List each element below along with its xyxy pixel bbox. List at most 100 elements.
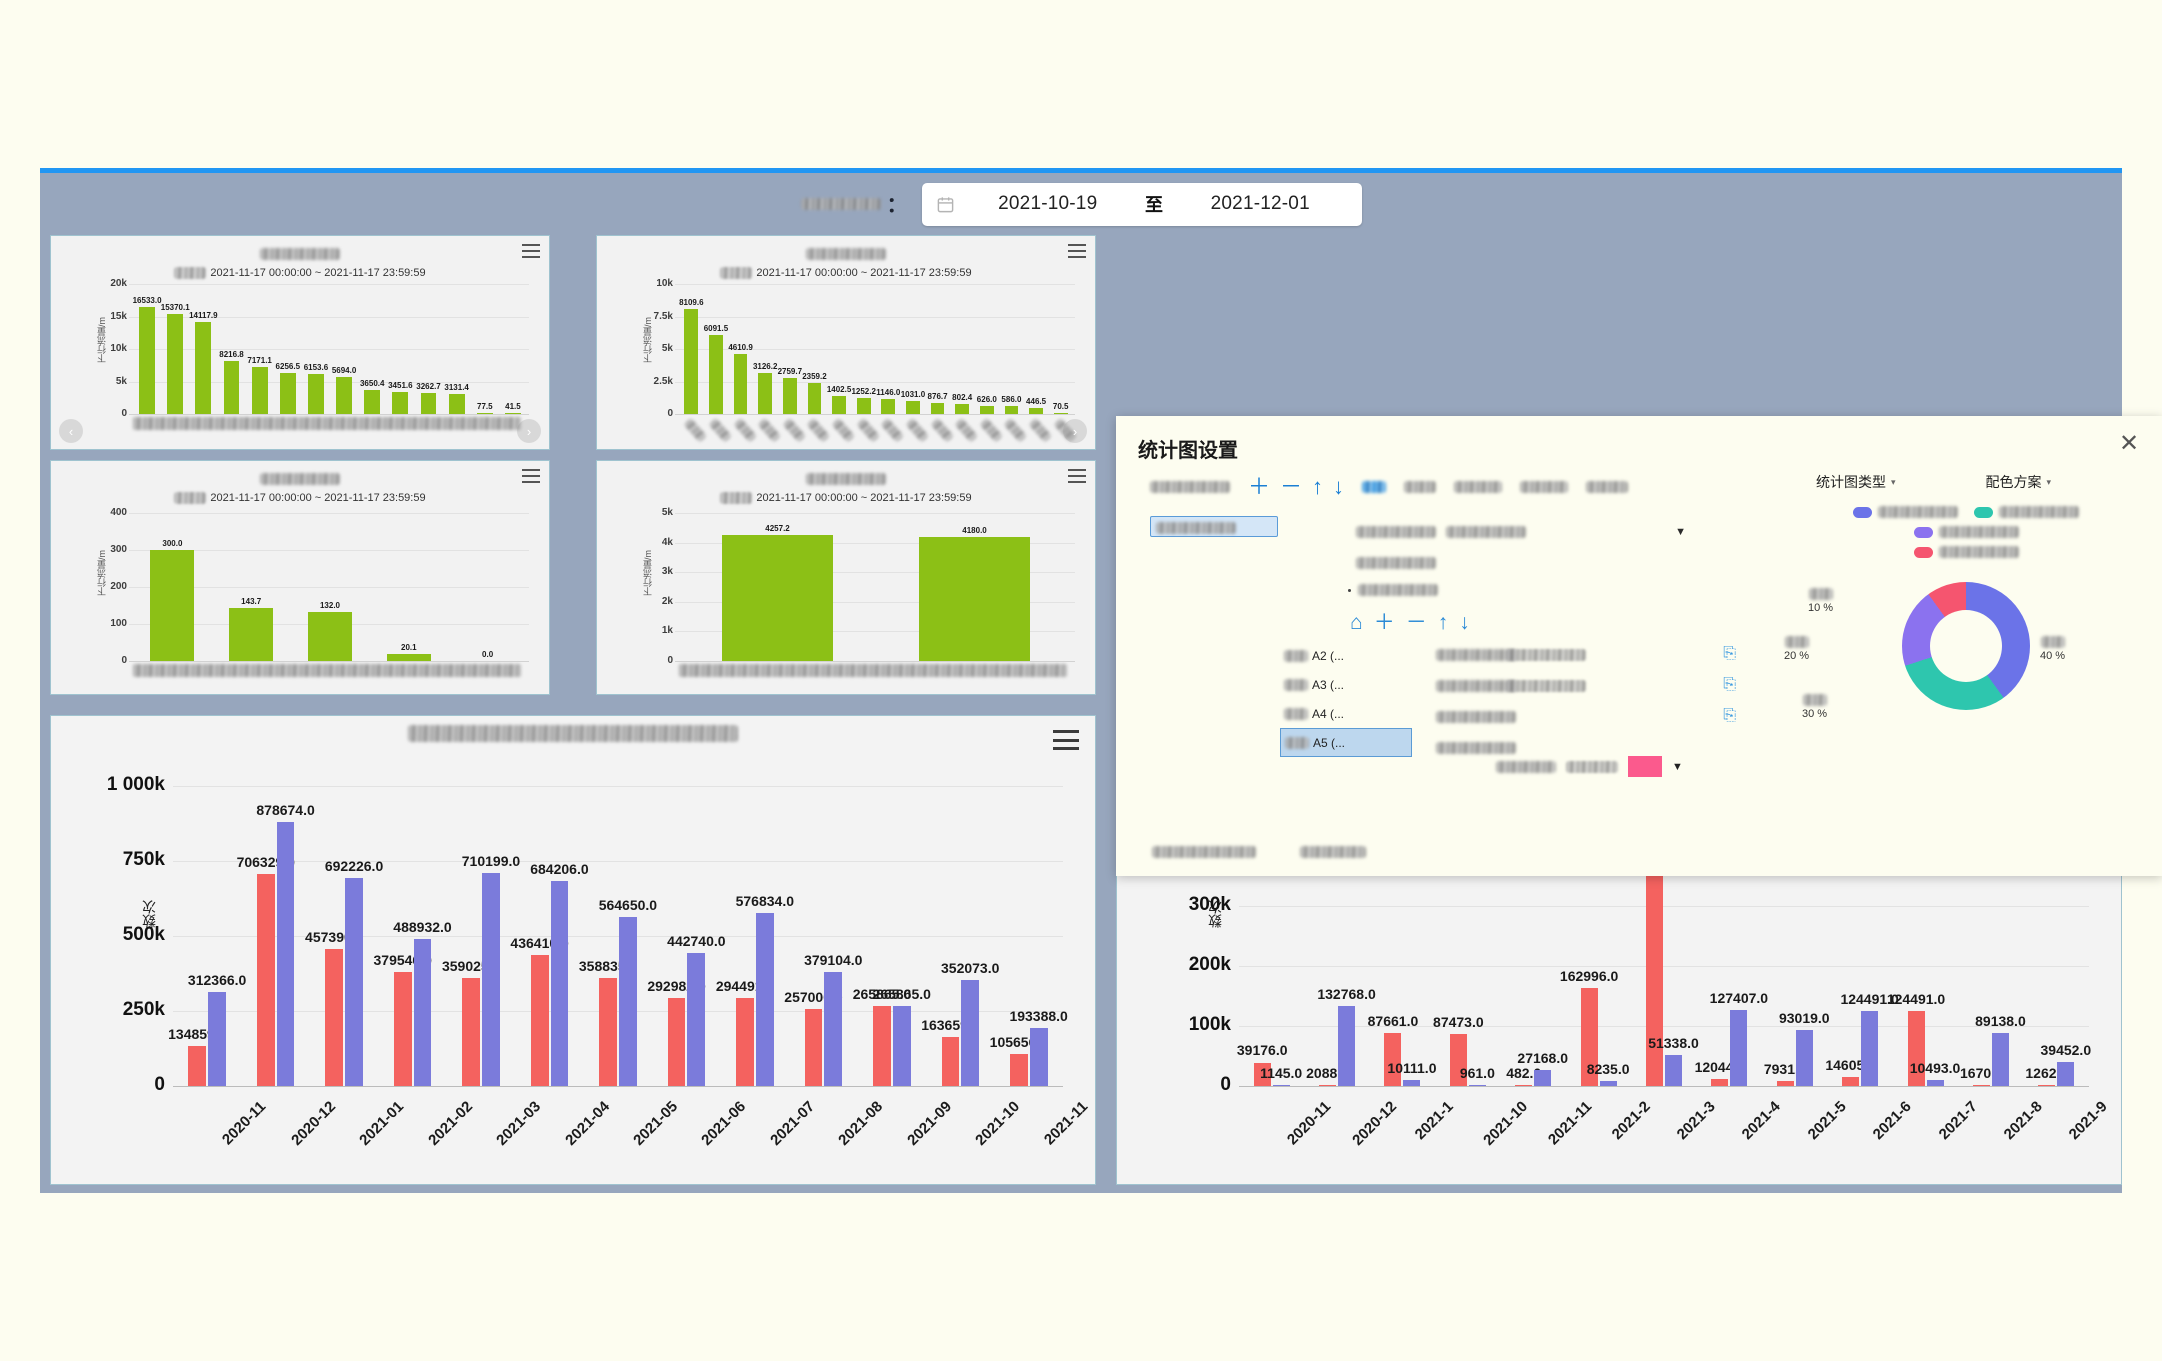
- chart-1-next-page[interactable]: ›: [517, 419, 541, 443]
- bar[interactable]: [736, 997, 754, 1086]
- advanced-options-link[interactable]: [REDACTED]: [1300, 846, 1366, 858]
- bar[interactable]: [1907, 1011, 1925, 1086]
- bar[interactable]: [392, 391, 409, 414]
- bar[interactable]: [782, 378, 797, 414]
- bar[interactable]: [1599, 1081, 1617, 1086]
- bar[interactable]: [733, 354, 748, 414]
- bar[interactable]: [482, 872, 500, 1086]
- color-scheme-selector[interactable]: 配色方案 ▾: [1986, 472, 2052, 492]
- bar[interactable]: [824, 972, 843, 1086]
- bar[interactable]: [1004, 406, 1019, 414]
- bar[interactable]: [1384, 1033, 1402, 1086]
- bar[interactable]: [873, 1006, 891, 1086]
- bar[interactable]: [345, 878, 363, 1086]
- bar[interactable]: [684, 308, 699, 414]
- move-point-down-icon[interactable]: ↓: [1459, 611, 1470, 634]
- bar[interactable]: [1403, 1079, 1421, 1086]
- list-item[interactable]: A4 (...: [1280, 699, 1412, 728]
- date-end-input[interactable]: 2021-12-01: [1210, 193, 1310, 214]
- move-series-down-icon[interactable]: ↓: [1333, 474, 1345, 499]
- series-select-value[interactable]: [REDACTED]: [1446, 525, 1526, 538]
- bar[interactable]: [476, 413, 493, 414]
- bar[interactable]: [709, 334, 723, 414]
- bar[interactable]: [906, 400, 920, 414]
- bar[interactable]: [1991, 1032, 2009, 1086]
- chart-5-menu-icon[interactable]: [1053, 730, 1079, 750]
- chart-1-menu-icon[interactable]: [522, 244, 540, 258]
- bar[interactable]: [325, 948, 344, 1086]
- bar[interactable]: [208, 992, 227, 1086]
- bar[interactable]: [1861, 1011, 1879, 1086]
- bar[interactable]: [755, 912, 774, 1086]
- pick-extra-icon[interactable]: ⎘: [1723, 706, 1736, 724]
- bar[interactable]: [195, 322, 212, 414]
- bar[interactable]: [276, 822, 295, 1086]
- bar[interactable]: [1009, 1054, 1028, 1086]
- bar[interactable]: [1842, 1077, 1860, 1086]
- bar[interactable]: [530, 955, 549, 1086]
- tab-data-labels[interactable]: 数据标签: [1454, 481, 1503, 493]
- bar[interactable]: [961, 980, 980, 1086]
- bar[interactable]: [336, 377, 352, 414]
- tab-display[interactable]: 显示: [1404, 481, 1437, 493]
- color-swatch[interactable]: [1628, 756, 1662, 777]
- bar[interactable]: [188, 1045, 207, 1086]
- color-chevron-down-icon[interactable]: ▼: [1672, 760, 1683, 773]
- bar[interactable]: [223, 360, 240, 414]
- bar[interactable]: [505, 413, 521, 414]
- pick-value-icon[interactable]: ⎘: [1723, 675, 1736, 693]
- bar[interactable]: [2038, 1084, 2056, 1086]
- bar[interactable]: [1926, 1079, 1944, 1086]
- list-item[interactable]: A5 (...: [1280, 728, 1412, 757]
- bar[interactable]: [941, 1036, 960, 1086]
- list-item[interactable]: A3 (...: [1280, 670, 1412, 699]
- series-name-input[interactable]: [REDACTED]: [1150, 516, 1278, 537]
- bar[interactable]: [807, 383, 822, 414]
- add-point-icon[interactable]: ＋: [1373, 611, 1395, 634]
- bar[interactable]: [722, 535, 833, 661]
- chart-2-menu-icon[interactable]: [1068, 244, 1086, 258]
- bar[interactable]: [1580, 988, 1598, 1086]
- bar[interactable]: [619, 916, 637, 1086]
- remove-point-icon[interactable]: －: [1405, 611, 1427, 634]
- bar[interactable]: [448, 393, 465, 414]
- bar[interactable]: [919, 537, 1030, 661]
- bar[interactable]: [251, 367, 268, 414]
- save-as-template-link[interactable]: [REDACTED]: [1152, 846, 1256, 858]
- bar[interactable]: [1711, 1078, 1729, 1086]
- bar[interactable]: [599, 978, 617, 1086]
- bar[interactable]: [856, 397, 871, 414]
- bar[interactable]: [892, 1006, 911, 1086]
- bar[interactable]: [687, 953, 706, 1086]
- bar[interactable]: [930, 402, 945, 414]
- bar[interactable]: [832, 395, 846, 414]
- bar[interactable]: [279, 373, 296, 414]
- bar[interactable]: [667, 998, 686, 1086]
- bar[interactable]: [1449, 1033, 1467, 1086]
- tab-data-source[interactable]: 数据源: [1362, 481, 1387, 493]
- bar[interactable]: [1646, 851, 1663, 1086]
- bar[interactable]: [1776, 1081, 1794, 1086]
- bar[interactable]: [229, 607, 274, 661]
- bar[interactable]: [1730, 1009, 1748, 1086]
- move-point-up-icon[interactable]: ↑: [1437, 611, 1449, 634]
- chart-1-prev-page[interactable]: ‹: [59, 419, 83, 443]
- pick-field-icon[interactable]: ⎘: [1723, 644, 1736, 662]
- add-series-icon[interactable]: ＋: [1248, 474, 1271, 499]
- field-name-value[interactable]: [REDACTED]: [1506, 648, 1586, 661]
- chart-4-menu-icon[interactable]: [1068, 469, 1086, 483]
- bar[interactable]: [462, 978, 481, 1086]
- bar[interactable]: [1053, 413, 1068, 414]
- bar[interactable]: [1795, 1030, 1813, 1086]
- bar[interactable]: [393, 972, 412, 1086]
- bar[interactable]: [1338, 1006, 1356, 1086]
- bar[interactable]: [979, 405, 994, 414]
- chart-3-menu-icon[interactable]: [522, 469, 540, 483]
- bar[interactable]: [881, 399, 896, 414]
- close-icon[interactable]: ✕: [2118, 430, 2140, 457]
- bar[interactable]: [1534, 1069, 1552, 1086]
- home-icon[interactable]: ⌂: [1350, 611, 1363, 634]
- remove-series-icon[interactable]: －: [1280, 474, 1303, 499]
- chart-type-selector[interactable]: 统计图类型 ▾: [1816, 472, 1896, 492]
- bar[interactable]: [1972, 1084, 1990, 1086]
